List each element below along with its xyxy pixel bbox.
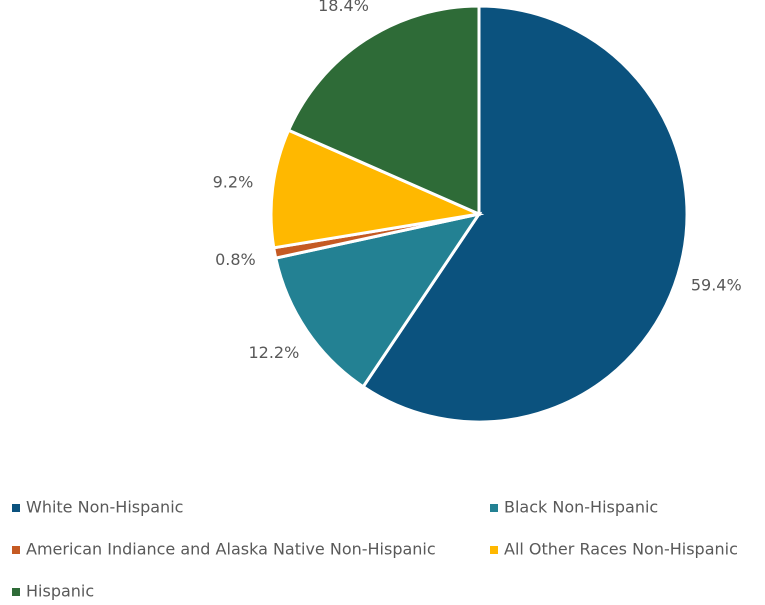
legend-label: Hispanic <box>26 582 94 601</box>
legend-swatch <box>12 588 20 596</box>
data-label: 18.4% <box>318 0 369 15</box>
pie-slice <box>286 4 481 217</box>
legend-swatch <box>12 504 20 512</box>
pie-slice <box>273 211 483 389</box>
data-label: 59.4% <box>691 276 742 295</box>
legend-label: Black Non-Hispanic <box>504 498 658 517</box>
data-label: 12.2% <box>248 343 299 362</box>
pie-slice <box>269 128 485 250</box>
pie-slice <box>361 4 689 424</box>
data-label: 0.8% <box>215 250 256 269</box>
legend-label: White Non-Hispanic <box>26 498 183 517</box>
legend-swatch <box>12 546 20 554</box>
legend-swatch <box>490 504 498 512</box>
legend-label: American Indiance and Alaska Native Non-… <box>26 540 436 559</box>
data-label: 9.2% <box>213 172 254 191</box>
legend-label: All Other Races Non-Hispanic <box>504 540 738 559</box>
legend-swatch <box>490 546 498 554</box>
